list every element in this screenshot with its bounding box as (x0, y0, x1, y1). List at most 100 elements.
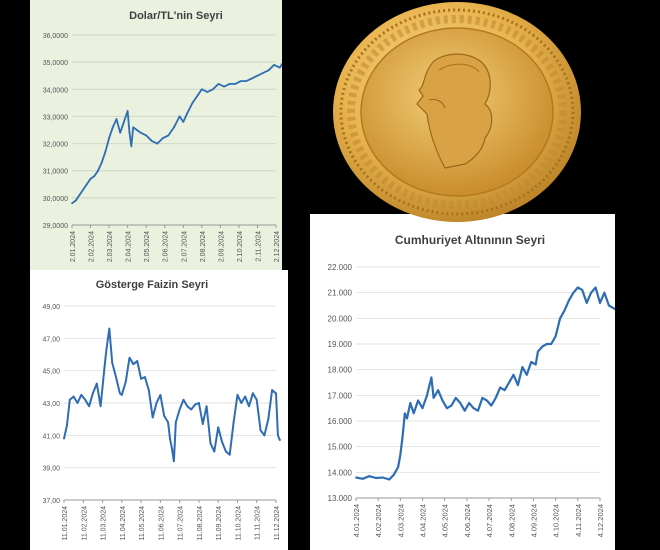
data-point (277, 434, 279, 437)
data-point (550, 343, 553, 345)
data-point (213, 450, 216, 453)
series-line (71, 62, 282, 205)
data-point (167, 134, 170, 137)
data-point (128, 356, 131, 359)
data-point (263, 434, 266, 437)
data-point (103, 366, 106, 369)
data-point (361, 477, 364, 480)
data-point (517, 384, 519, 386)
y-tick-label: 16.000 (328, 417, 353, 426)
x-tick-label: 11.09.2024 (216, 506, 223, 541)
x-tick-label: 11.07.2024 (178, 506, 185, 541)
data-point (85, 183, 88, 186)
x-tick-label: 2.11.2024 (255, 231, 262, 262)
chart-panel-gosterge-faiz: Gösterge Faizin Seyri 37,00 39,00 41,00 43,0… (30, 270, 288, 550)
data-point (82, 188, 85, 191)
data-point (563, 309, 566, 312)
data-point (554, 335, 557, 338)
chart-cumhuriyet-altini: Cumhuriyet Altınının Seyri 13.000 14.000 15… (328, 233, 615, 537)
data-point (174, 421, 177, 424)
data-point (399, 453, 402, 456)
data-point (521, 366, 524, 368)
data-point (409, 402, 412, 404)
data-point (267, 69, 270, 72)
data-point (224, 450, 227, 453)
series-line (355, 286, 615, 481)
x-tick-label: 2.04.2024 (126, 231, 133, 262)
data-point (209, 442, 212, 445)
data-point (172, 460, 175, 463)
data-point (139, 131, 142, 134)
data-point (259, 429, 262, 432)
x-tick-label: 4.10.2024 (552, 504, 561, 537)
chart-dolar-tl: Dolar/TL'nin Seyri 29,0000 30,0000 31,0000 3… (43, 10, 282, 262)
data-point (136, 360, 139, 362)
data-point (499, 386, 502, 389)
data-point (217, 82, 220, 85)
data-point (426, 394, 428, 397)
y-tick-label: 49,00 (42, 304, 60, 311)
data-point (159, 394, 162, 396)
data-point (119, 131, 122, 134)
data-point (585, 302, 588, 304)
y-tick-label: 19.000 (328, 340, 353, 349)
y-tick-label: 17.000 (328, 391, 353, 400)
data-point (244, 395, 247, 398)
x-tick-label: 2.06.2024 (163, 231, 170, 262)
data-point (245, 80, 248, 83)
y-tick-label: 43,00 (42, 401, 60, 408)
x-tick-label: 4.09.2024 (529, 504, 538, 537)
data-point (441, 399, 444, 402)
data-point (108, 137, 110, 140)
data-point (454, 397, 457, 399)
x-tick-label: 2.12.2024 (274, 231, 281, 262)
data-point (115, 118, 118, 121)
x-tick-label: 11.02.2024 (81, 506, 88, 541)
data-point (250, 77, 253, 80)
x-tick-label: 4.04.2024 (419, 504, 428, 537)
data-point (108, 327, 111, 330)
data-point (68, 398, 71, 401)
x-tick-label: 4.02.2024 (374, 504, 383, 537)
series-line (63, 327, 281, 463)
data-point (239, 80, 242, 83)
data-point (65, 424, 68, 427)
x-tick-label: 11.12.2024 (274, 506, 281, 541)
data-point (512, 373, 515, 376)
y-tick-label: 14.000 (328, 468, 353, 477)
y-tick-label: 34,0000 (43, 87, 68, 94)
data-point (145, 134, 148, 137)
data-point (594, 286, 597, 289)
data-point (494, 397, 497, 399)
data-point (212, 88, 214, 91)
data-point (92, 392, 94, 395)
data-point (128, 131, 131, 134)
data-point (262, 72, 264, 74)
data-point (228, 453, 231, 456)
data-point (406, 417, 408, 420)
x-tick-label: 2.02.2024 (89, 231, 96, 262)
gold-coin-icon (333, 2, 581, 222)
data-point (607, 304, 610, 307)
data-point (182, 120, 185, 123)
x-tick-label: 2.09.2024 (218, 231, 225, 262)
data-point (463, 409, 466, 412)
y-tick-label: 35,0000 (43, 60, 68, 67)
data-point (118, 392, 121, 395)
y-tick-label: 22.000 (328, 263, 353, 272)
x-tick-label: 4.01.2024 (352, 504, 361, 537)
x-tick-label: 2.03.2024 (107, 231, 114, 262)
data-point (111, 361, 114, 364)
x-tick-label: 11.06.2024 (158, 506, 165, 541)
y-tick-label: 33,0000 (43, 114, 68, 121)
data-point (368, 475, 371, 478)
x-tick-label: 2.08.2024 (200, 231, 207, 262)
y-tick-label: 13.000 (328, 494, 353, 503)
data-point (599, 302, 601, 304)
data-point (437, 389, 439, 392)
data-point (459, 402, 462, 404)
data-point (151, 416, 154, 419)
data-point (95, 382, 98, 385)
data-point (105, 348, 108, 351)
y-tick-label: 32,0000 (43, 142, 68, 149)
